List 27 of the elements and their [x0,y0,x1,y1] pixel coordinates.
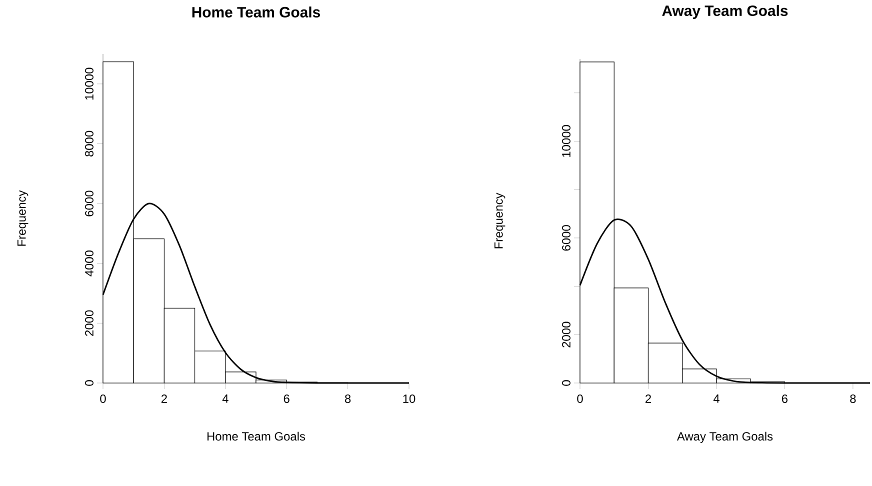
x-tick-label: 4 [713,394,720,403]
y-axis-title: Frequency [17,190,28,246]
y-axis-title: Frequency [494,192,506,248]
y-tick-label: 2000 [562,322,570,348]
y-tick-label: 6000 [562,225,570,251]
chart-title: Away Team Goals [662,5,788,19]
x-tick-label: 8 [850,394,856,403]
x-tick-label: 6 [284,394,290,403]
y-tick-label: 8000 [85,130,94,157]
y-tick-label: 6000 [85,190,94,216]
y-tick-label: 10000 [85,68,94,100]
y-tick-label: 4000 [85,250,94,276]
x-tick-label: 2 [161,394,167,403]
y-tick-label: 10000 [562,125,570,157]
y-tick-label: 2000 [85,310,94,336]
x-axis-title: Away Team Goals [676,432,773,443]
x-tick-label: 0 [577,394,583,403]
x-tick-label: 8 [344,394,351,403]
x-tick-label: 0 [100,394,106,403]
x-tick-label: 6 [782,394,788,403]
x-tick-label: 4 [222,394,228,403]
x-tick-label: 2 [646,394,651,403]
y-tick-label: 0 [562,380,570,386]
chart-title: Home Team Goals [192,6,320,18]
y-tick-label: 0 [85,380,94,386]
x-tick-label: 10 [403,394,416,403]
x-axis-title: Home Team Goals [207,432,306,441]
